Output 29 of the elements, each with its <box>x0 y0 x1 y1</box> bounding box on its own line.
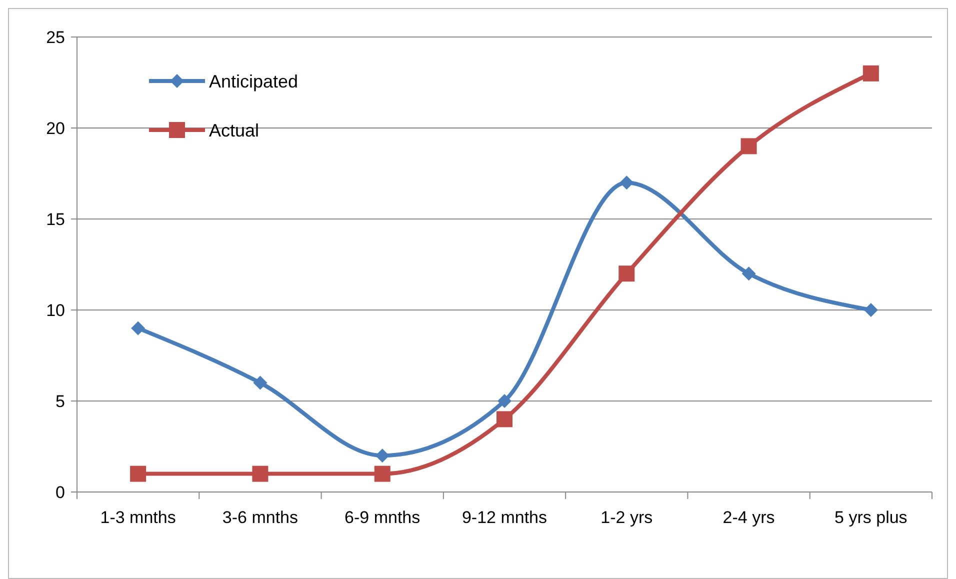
point <box>498 394 512 408</box>
legend-label: Actual <box>209 120 260 140</box>
x-tick-label: 6-9 mnths <box>344 508 420 527</box>
y-tick-label: 10 <box>46 300 65 320</box>
x-tick-label: 5 yrs plus <box>834 508 908 527</box>
x-tick-label: 3-6 mnths <box>222 508 298 527</box>
point <box>253 376 268 390</box>
x-tick-label: 1-3 mnths <box>100 508 176 527</box>
point <box>742 266 756 281</box>
legend-label: Anticipated <box>209 71 298 92</box>
point <box>620 176 634 190</box>
x-tick-label: 2-4 yrs <box>722 508 775 527</box>
y-tick-label: 20 <box>46 118 65 138</box>
point <box>375 448 390 463</box>
point <box>374 466 390 482</box>
y-tick-label: 0 <box>56 482 65 502</box>
point <box>130 466 146 482</box>
point <box>862 65 879 82</box>
point <box>496 411 512 428</box>
x-tick-label: 1-2 yrs <box>600 508 653 527</box>
y-tick-label: 15 <box>46 210 65 229</box>
x-tick-label: 9-12 mnths <box>462 508 548 527</box>
point <box>252 466 268 482</box>
point <box>740 138 757 154</box>
y-tick-label: 5 <box>56 392 65 411</box>
y-tick-label: 25 <box>46 28 65 47</box>
point <box>618 266 635 282</box>
point <box>131 321 146 336</box>
point <box>864 303 878 317</box>
